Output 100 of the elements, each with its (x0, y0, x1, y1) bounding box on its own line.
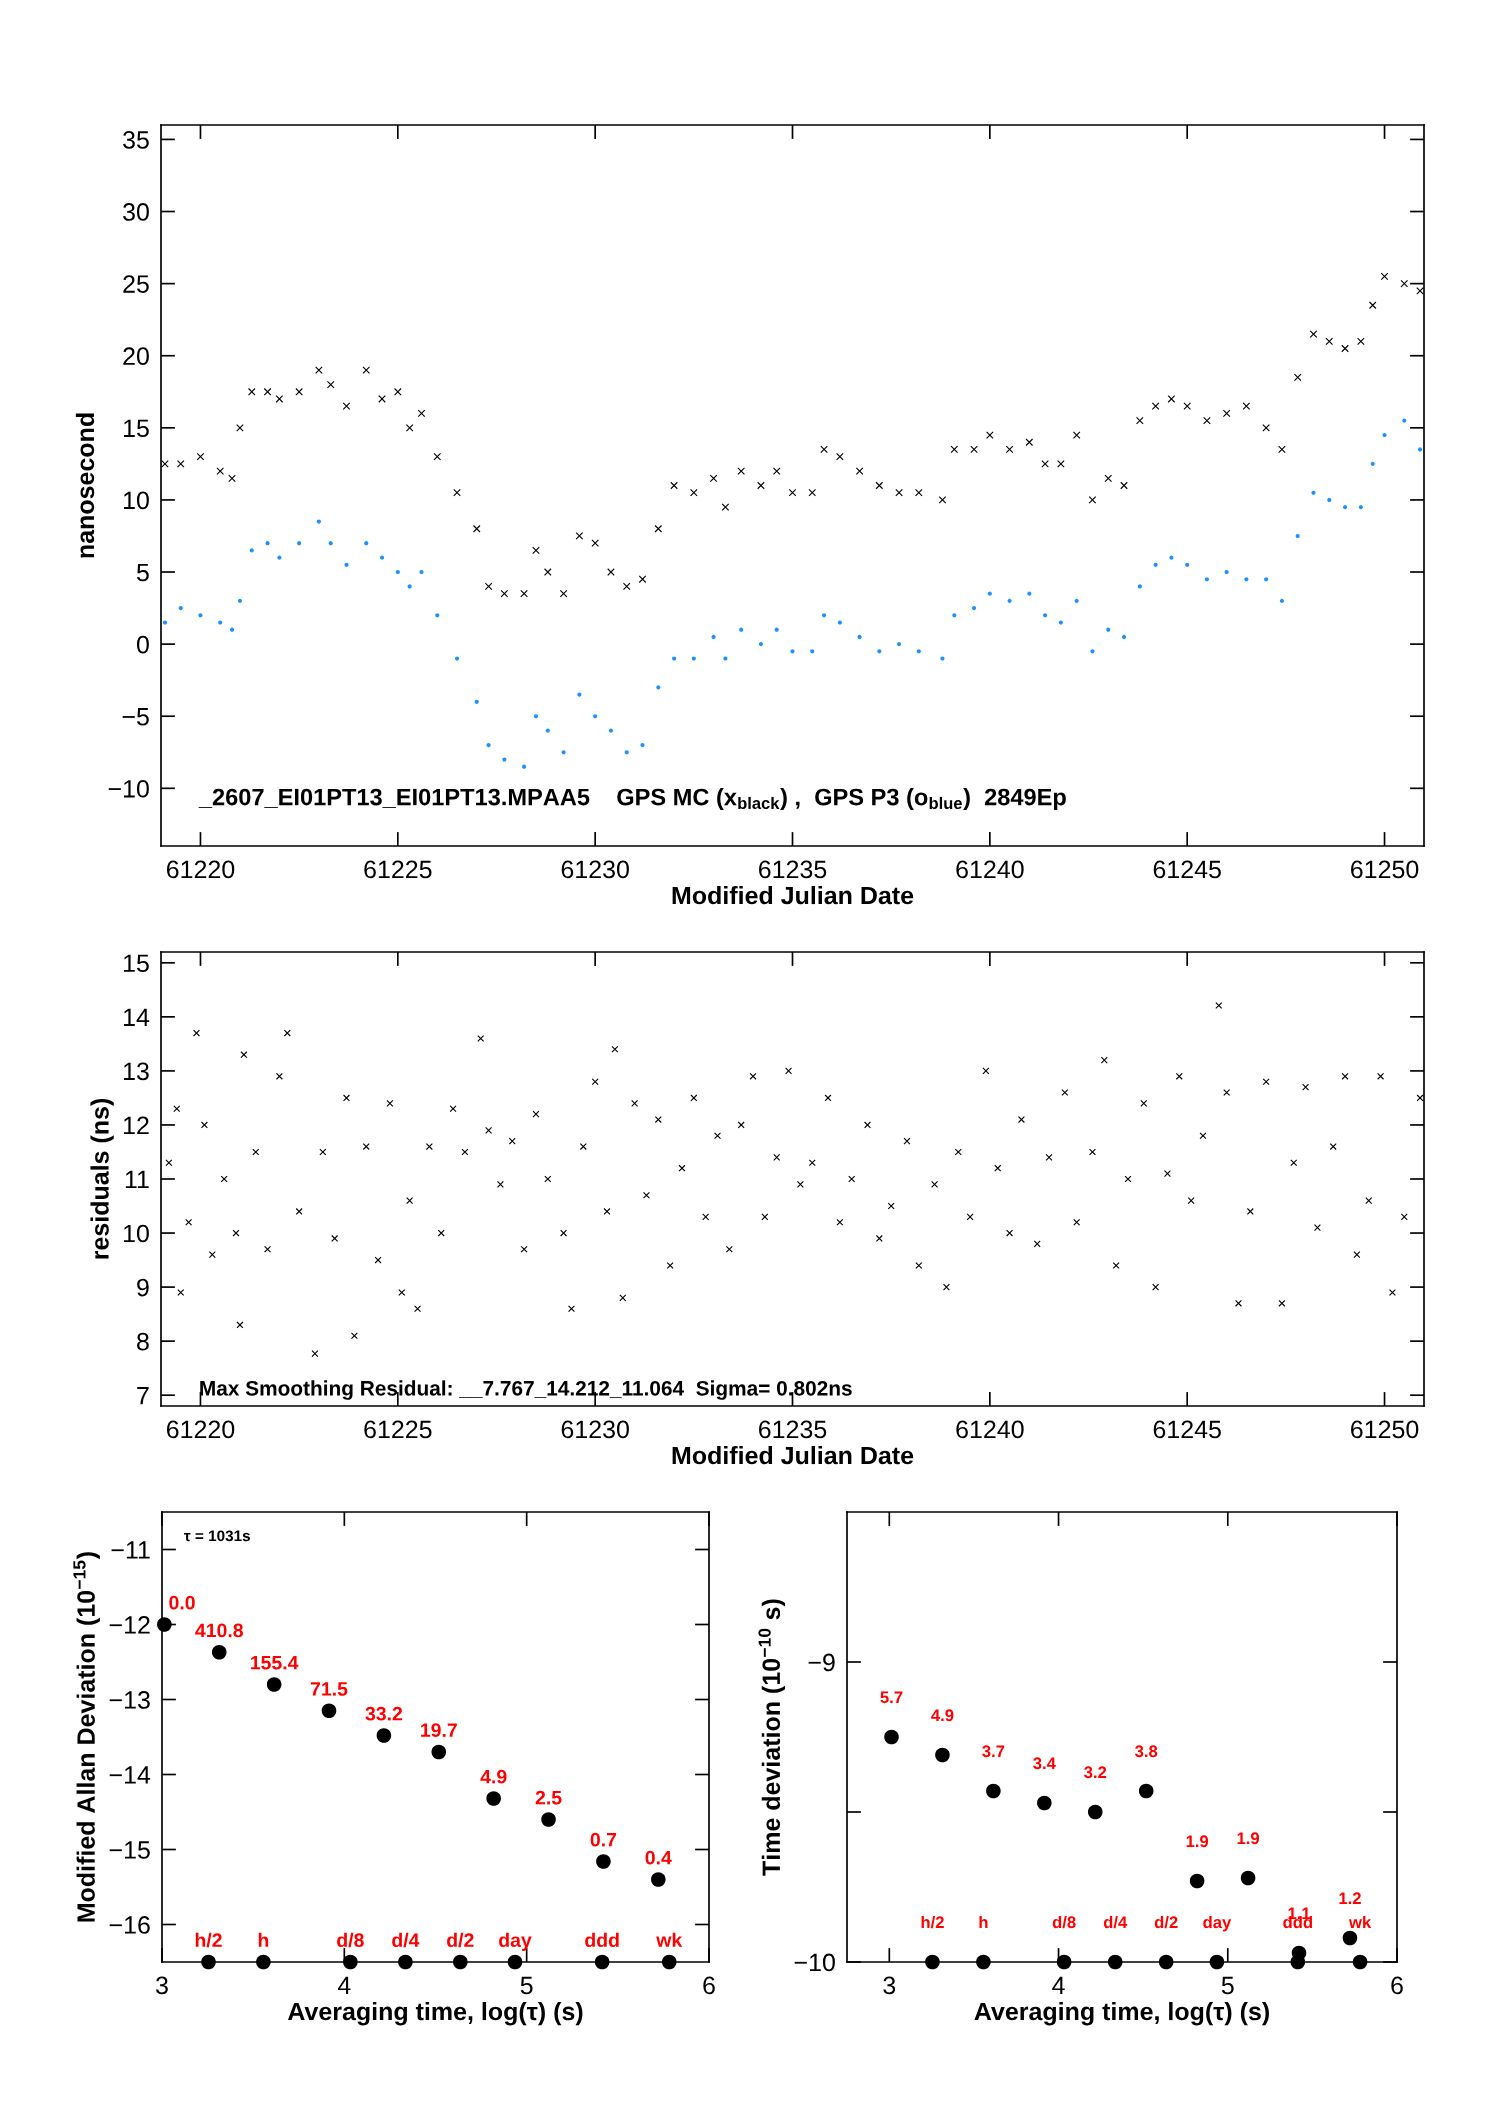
y-tick-label: 30 (123, 203, 149, 221)
x-tick-label: 61230 (561, 1420, 629, 1439)
annotation: 33.2 (365, 1706, 403, 1721)
point (321, 1703, 337, 1719)
y-tick-label: 8 (137, 1332, 149, 1351)
y-tick-label: 7 (137, 1387, 149, 1405)
point (661, 1954, 677, 1970)
annotation: h/2 (195, 1932, 222, 1948)
annotation: d/4 (1103, 1915, 1128, 1929)
point (1037, 1795, 1052, 1811)
x-axis-title: Modified Julian Date (672, 885, 914, 905)
x-tick-label: 61220 (166, 1420, 235, 1439)
y-tick-label: 35 (123, 131, 149, 149)
point (1138, 1783, 1154, 1799)
point (486, 1791, 501, 1806)
annotation: 1.2 (1339, 1892, 1361, 1904)
x-tick-label: 6 (703, 1976, 715, 1995)
annotation: d/2 (447, 1932, 474, 1948)
annotation: _2607_EI01PT13_EI01PT13.MPAA5 GPS MC (x$_{black}$) , GPS P3 (o$_{blue}$) 2849Ep (198, 788, 1066, 811)
point (157, 1617, 172, 1632)
y-tick-label: 10 (123, 491, 149, 510)
point (1290, 1954, 1306, 1970)
y-tick-label: 14 (123, 1008, 150, 1026)
point (594, 1954, 610, 1970)
y-tick-label: −9 (808, 1653, 835, 1672)
annotation: ddd (585, 1932, 619, 1948)
x-tick-label: 61220 (166, 860, 235, 879)
x-axis-title: Averaging time, log(τ) (s) (287, 2001, 583, 2026)
point (211, 1644, 227, 1660)
annotation: day (1203, 1915, 1232, 1932)
x-tick-label: 61245 (1153, 860, 1221, 879)
x-tick-label: 61240 (956, 860, 1024, 879)
x-tick-label: 3 (156, 1976, 168, 1995)
annotation: 1.9 (1186, 1835, 1209, 1848)
x-tick-label: 61230 (561, 860, 629, 879)
x-tick-label: 4 (1052, 1976, 1065, 1995)
annotation: 0.0 (169, 1595, 195, 1610)
y-tick-label: −12 (109, 1616, 150, 1634)
y-tick-label: −15 (109, 1841, 150, 1859)
x-tick-label: 61250 (1351, 1420, 1419, 1439)
annotation: 5.7 (880, 1691, 903, 1704)
x-tick-label: 61240 (956, 1420, 1024, 1439)
annotation: wk (1348, 1915, 1372, 1928)
point (507, 1954, 523, 1970)
annotation: day (499, 1932, 532, 1951)
point (541, 1812, 556, 1827)
y-tick-label: 5 (136, 563, 149, 582)
y-tick-label: −16 (109, 1916, 150, 1934)
y-tick-label: 13 (123, 1062, 149, 1081)
annotation: Max Smoothing Residual: __7.767_14.212_11.064 Sigma= 0.802ns (200, 1380, 852, 1400)
x-tick-label: 3 (883, 1976, 896, 1995)
point (343, 1954, 358, 1970)
y-tick-label: 0 (136, 635, 149, 654)
point (1240, 1870, 1256, 1886)
annotation: 71.5 (310, 1682, 348, 1696)
annotation: 3.7 (982, 1745, 1005, 1758)
annotation: 4.9 (931, 1709, 954, 1722)
x-axis-title: Modified Julian Date (672, 1445, 914, 1465)
x-tick-label: 61225 (364, 1420, 432, 1439)
y-tick-label: 9 (137, 1278, 149, 1297)
x-tick-label: 4 (337, 1976, 351, 1995)
annotation: 1.9 (1237, 1832, 1260, 1845)
point (398, 1954, 413, 1970)
y-tick-label: 20 (123, 347, 149, 366)
x-tick-label: 61225 (364, 860, 432, 879)
x-tick-label: 6 (1391, 1976, 1403, 1995)
x-axis-title: Averaging time, log(τ) (s) (974, 2001, 1269, 2026)
point (935, 1747, 950, 1763)
y-tick-label: 15 (123, 419, 149, 438)
point (596, 1854, 611, 1869)
point (453, 1954, 468, 1970)
y-tick-label: −13 (109, 1691, 150, 1709)
y-tick-label: −5 (122, 708, 149, 726)
point (376, 1728, 392, 1743)
annotation: 3.8 (1135, 1745, 1158, 1758)
annotation: τ = 1031s (184, 1530, 250, 1542)
annotation: h/2 (921, 1915, 944, 1929)
annotation: d/2 (1154, 1915, 1178, 1929)
point (1209, 1954, 1225, 1970)
annotation: d/8 (1052, 1915, 1076, 1929)
x-tick-label: 61250 (1351, 860, 1419, 879)
point (1107, 1954, 1123, 1970)
y-axis-title: Time deviation (10$^{−10}$ s) (758, 1599, 786, 1876)
annotation: 0.7 (590, 1832, 617, 1847)
annotation: h (979, 1915, 988, 1928)
y-tick-label: −11 (111, 1541, 150, 1559)
annotation: 3.2 (1084, 1766, 1107, 1779)
y-tick-label: −14 (109, 1766, 151, 1784)
x-tick-label: 5 (1221, 1976, 1234, 1995)
point (1087, 1804, 1103, 1820)
annotation: 155.4 (251, 1655, 299, 1670)
point (884, 1729, 899, 1745)
point (1056, 1954, 1072, 1970)
annotation: h (258, 1932, 269, 1947)
annotation: wk (656, 1932, 683, 1947)
annotation: 410.8 (195, 1623, 243, 1638)
point (925, 1954, 940, 1970)
point (431, 1744, 447, 1760)
x-tick-label: 61235 (759, 1420, 827, 1439)
x-tick-label: 5 (520, 1976, 533, 1995)
